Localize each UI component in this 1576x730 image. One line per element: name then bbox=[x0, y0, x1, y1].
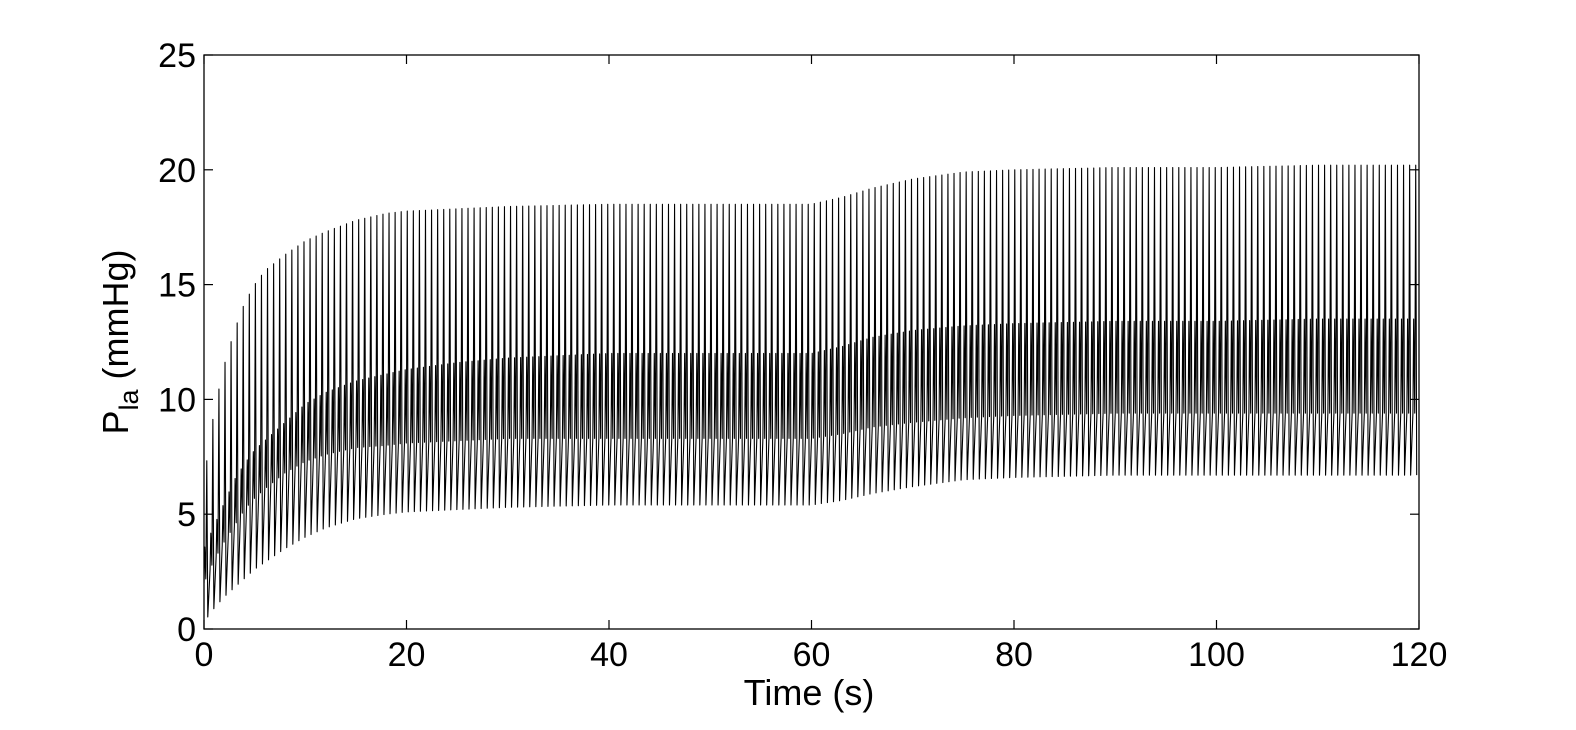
y-tick-label: 5 bbox=[177, 496, 196, 534]
pressure-trace-line bbox=[204, 164, 1418, 618]
y-tick-label: 10 bbox=[158, 381, 196, 419]
y-tick-label: 15 bbox=[158, 267, 196, 305]
x-tick-label: 100 bbox=[1188, 636, 1245, 674]
x-tick-label: 40 bbox=[590, 636, 628, 674]
y-axis-label-subscript: la bbox=[114, 388, 144, 410]
x-tick-label: 20 bbox=[388, 636, 426, 674]
x-tick-label: 60 bbox=[793, 636, 831, 674]
y-axis-label-unit: (mmHg) bbox=[95, 249, 136, 389]
x-tick-label: 120 bbox=[1391, 636, 1448, 674]
y-tick-label: 20 bbox=[158, 152, 196, 190]
plot-area bbox=[204, 164, 1418, 618]
x-axis-label: Time (s) bbox=[744, 672, 875, 713]
x-tick-label: 80 bbox=[995, 636, 1033, 674]
axis-labels: Time (s) Pla (mmHg) bbox=[95, 249, 874, 713]
y-axis-label-main: P bbox=[95, 410, 136, 434]
axes: 0 20 40 60 80 100 120 0 5 10 15 20 25 bbox=[158, 37, 1447, 674]
y-axis-label: Pla (mmHg) bbox=[95, 249, 144, 434]
x-tick-label: 0 bbox=[195, 636, 214, 674]
y-tick-label: 25 bbox=[158, 37, 196, 75]
y-tick-label: 0 bbox=[177, 611, 196, 649]
